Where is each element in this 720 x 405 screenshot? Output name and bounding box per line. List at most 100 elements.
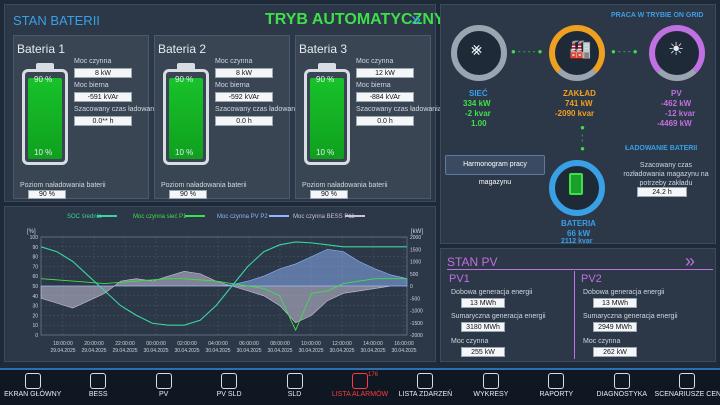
pv1-power: 255 kW xyxy=(461,347,505,357)
pv-panel-chevron-icon[interactable]: » xyxy=(685,251,696,271)
right-tick-label: -500 xyxy=(410,296,420,302)
nav-item[interactable]: 176 LISTA ALARMÓW xyxy=(327,370,392,405)
nav-label: SCENARIUSZE CENOWE xyxy=(654,391,720,398)
reactive-power-value: -592 kVAr xyxy=(215,92,273,102)
pv-v2: -12 kvar xyxy=(665,109,696,118)
flow-line-3: ● - - ● xyxy=(578,123,587,153)
x-tick-date: 30.04.2025 xyxy=(329,348,354,354)
nav-item[interactable]: PV SLD xyxy=(196,370,261,405)
discharge-label: Szacowany czas rozładowania magazynu na … xyxy=(623,162,709,187)
battery-column: Bateria 2 90 % 10 % Moc czynna 8 kW Moc … xyxy=(154,35,301,199)
nav-label: RAPORTY xyxy=(539,391,574,398)
pv2-power: 262 kW xyxy=(593,347,637,357)
schedule-button[interactable]: Harmonogram pracy magazynu xyxy=(445,155,545,186)
battery-name: Bateria 2 xyxy=(158,42,207,56)
siec-v1: 334 kW xyxy=(463,99,491,108)
bateria-v2: 2112 kvar xyxy=(561,238,593,245)
solar-panel-icon xyxy=(155,373,172,389)
soc-value: 90 % xyxy=(169,190,207,199)
right-tick-label: -1500 xyxy=(410,321,423,327)
pv-panel-title: STAN PV xyxy=(447,255,498,269)
flow-line-1: ● - - - - ● xyxy=(511,47,543,56)
x-tick-time: 10:00:00 xyxy=(301,341,321,347)
left-tick-label: 20 xyxy=(32,313,38,319)
nav-item[interactable]: BESS xyxy=(65,370,130,405)
battery-column: Bateria 1 90 % 10 % Moc czynna 8 kW Moc … xyxy=(13,35,160,199)
nav-item[interactable]: SLD xyxy=(262,370,327,405)
nav-label: BESS xyxy=(88,391,108,398)
battery-gauge xyxy=(22,69,68,165)
bateria-v1: 66 kW xyxy=(567,229,591,238)
price-icon xyxy=(679,373,696,389)
pv1-total-label: Sumaryczna generacja energii xyxy=(451,313,546,320)
battery-fill xyxy=(28,78,62,159)
battery-cap xyxy=(36,63,54,69)
battery-gauge xyxy=(163,69,209,165)
nav-item[interactable]: RAPORTY xyxy=(524,370,589,405)
pv2-total-label: Sumaryczna generacja energii xyxy=(583,313,678,320)
pv-node[interactable] xyxy=(649,25,705,81)
left-tick-label: 60 xyxy=(32,274,38,280)
pv-name: PV xyxy=(671,89,682,98)
x-tick-time: 22:00:00 xyxy=(115,341,135,347)
x-tick-date: 29.04.2025 xyxy=(112,348,137,354)
nav-item[interactable]: EKRAN GŁÓWNY xyxy=(0,370,65,405)
reactive-power-value: -591 kVAr xyxy=(74,92,132,102)
reactive-power-value: -884 kVAr xyxy=(356,92,414,102)
battery-panel: STAN BATERII TRYB AUTOMATYCZNY » Bateria… xyxy=(4,4,445,202)
pv2-daily-label: Dobowa generacja energii xyxy=(583,289,665,296)
zaklad-node[interactable] xyxy=(549,25,605,81)
left-tick-label: 0 xyxy=(35,333,38,339)
right-tick-label: 500 xyxy=(410,272,419,278)
charge-time-value: 0.0 h xyxy=(215,116,273,126)
x-tick-date: 30.04.2025 xyxy=(143,348,168,354)
x-tick-date: 30.04.2025 xyxy=(236,348,261,354)
zaklad-name: ZAKŁAD xyxy=(563,89,596,98)
siec-node[interactable] xyxy=(451,25,507,81)
event-list-icon xyxy=(417,373,434,389)
active-power-value: 8 kW xyxy=(74,68,132,78)
sld-icon xyxy=(286,373,303,389)
charge-time-value: 0.0** h xyxy=(74,116,132,126)
chart-icon xyxy=(482,373,499,389)
charge-time-label: Szacowany czas ładowania xyxy=(215,106,301,113)
right-tick-label: 1500 xyxy=(410,247,421,253)
nav-item[interactable]: LISTA ZDARZEŃ xyxy=(393,370,458,405)
pv-v3: -4469 kW xyxy=(657,119,692,128)
left-tick-label: 100 xyxy=(30,235,39,241)
battery-top-mark: 90 % xyxy=(34,75,53,84)
x-tick-date: 30.04.2025 xyxy=(174,348,199,354)
chart-panel: SOC średnia Moc czynna sieć P1 Moc czynna … xyxy=(4,206,436,362)
zaklad-v2: -2090 kvar xyxy=(555,109,595,118)
soc-value: 90 % xyxy=(310,190,348,199)
factory-icon: 🏭 xyxy=(569,39,592,59)
pv1-daily: 13 MWh xyxy=(461,298,505,308)
pv2-power-label: Moc czynna xyxy=(583,338,621,345)
pv-v1: -462 kW xyxy=(661,99,692,108)
soc-label: Poziom naładowania baterii xyxy=(161,182,247,189)
x-tick-time: 12:00:00 xyxy=(332,341,352,347)
pv2-total: 2949 MWh xyxy=(593,322,637,332)
mode-chevron-icon[interactable]: » xyxy=(411,9,422,29)
soc-label: Poziom naładowania baterii xyxy=(302,182,388,189)
bottom-nav: EKRAN GŁÓWNY BESS PV PV SLD SLD 176 LISTA ALAR… xyxy=(0,368,720,405)
x-tick-time: 06:00:00 xyxy=(239,341,259,347)
pv1-power-label: Moc czynna xyxy=(451,338,489,345)
battery-bottom-mark: 10 % xyxy=(34,148,53,157)
right-axis-unit: [kW] xyxy=(411,229,423,235)
charge-time-label: Szacowany czas ładowania xyxy=(74,106,160,113)
nav-item[interactable]: PV xyxy=(131,370,196,405)
reactive-power-label: Moc bierna xyxy=(215,82,250,89)
charge-time-value: 0.0 h xyxy=(356,116,414,126)
nav-item[interactable]: WYKRESY xyxy=(458,370,523,405)
x-tick-date: 29.04.2025 xyxy=(81,348,106,354)
right-tick-label: 0 xyxy=(410,284,413,290)
nav-item[interactable]: SCENARIUSZE CENOWE xyxy=(655,370,720,405)
battery-bottom-mark: 10 % xyxy=(316,148,335,157)
left-tick-label: 80 xyxy=(32,255,38,261)
reactive-power-label: Moc bierna xyxy=(356,82,391,89)
trend-chart[interactable]: SOC średnia Moc czynna sieć P1 Moc czynna … xyxy=(5,207,435,361)
nav-item[interactable]: DIAGNOSTYKA xyxy=(589,370,654,405)
series-soc-line xyxy=(40,241,407,326)
pv1-total: 3180 MWh xyxy=(461,322,505,332)
